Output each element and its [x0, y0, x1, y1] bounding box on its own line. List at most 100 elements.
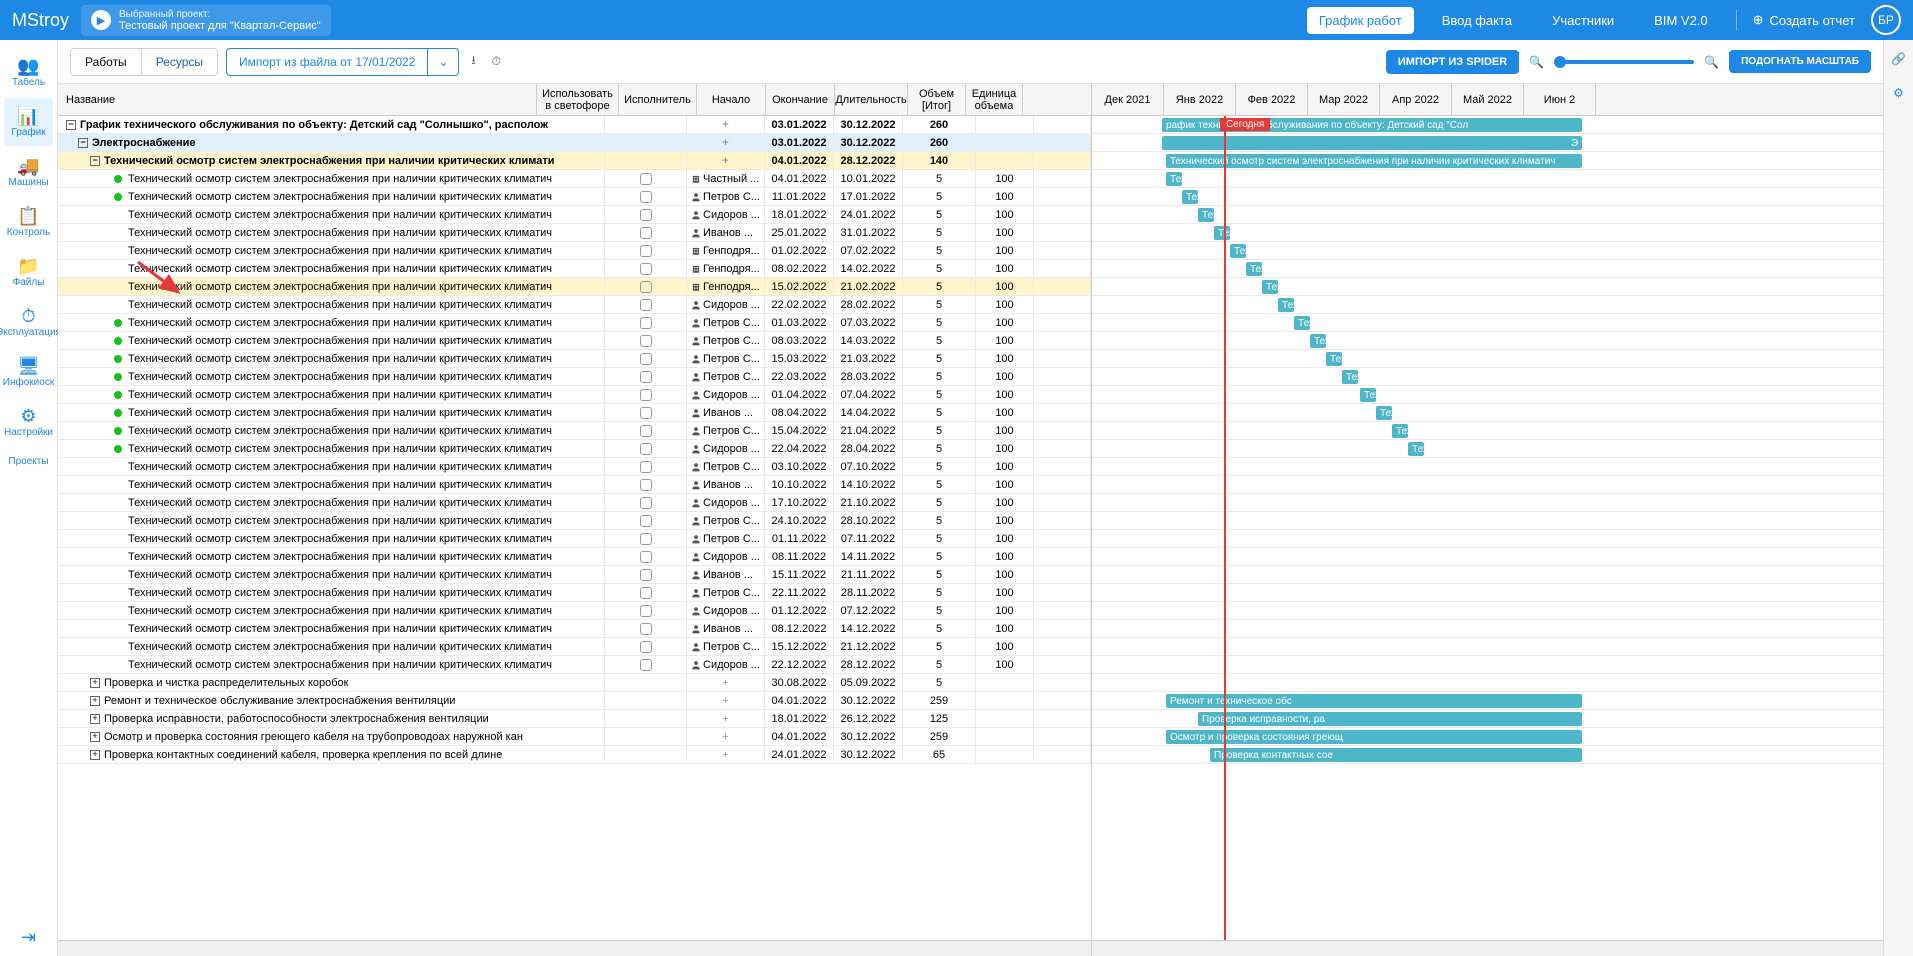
gantt-bar[interactable]: Тех [1376, 406, 1392, 420]
col-unit[interactable]: Единица объема [966, 84, 1023, 115]
sidebar-item-Табель[interactable]: 👥Табель [0, 48, 57, 96]
zoom-in-icon[interactable]: 🔍 [1704, 55, 1719, 69]
traffic-checkbox[interactable] [640, 569, 652, 581]
sidebar-item-Настройки[interactable]: ⚙Настройки [0, 398, 57, 446]
group-row[interactable]: −Электроснабжение+03.01.202230.12.202226… [58, 134, 1091, 152]
traffic-checkbox[interactable] [640, 587, 652, 599]
h-scrollbar-left[interactable] [58, 940, 1091, 956]
task-row[interactable]: Технический осмотр систем электроснабжен… [58, 296, 1091, 314]
expand-icon[interactable]: + [90, 696, 100, 706]
tab-resources[interactable]: Ресурсы [141, 49, 217, 75]
task-row[interactable]: Технический осмотр систем электроснабжен… [58, 386, 1091, 404]
gantt-bar[interactable]: Тех [1278, 298, 1294, 312]
add-executor-icon[interactable]: + [722, 695, 728, 707]
task-row[interactable]: Технический осмотр систем электроснабжен… [58, 332, 1091, 350]
task-row[interactable]: Технический осмотр систем электроснабжен… [58, 638, 1091, 656]
expand-icon[interactable]: + [90, 678, 100, 688]
traffic-checkbox[interactable] [640, 551, 652, 563]
traffic-checkbox[interactable] [640, 659, 652, 671]
traffic-checkbox[interactable] [640, 227, 652, 239]
gantt-bar[interactable]: Тех [1408, 442, 1424, 456]
traffic-checkbox[interactable] [640, 389, 652, 401]
traffic-checkbox[interactable] [640, 515, 652, 527]
traffic-checkbox[interactable] [640, 353, 652, 365]
col-name[interactable]: Название [58, 84, 537, 115]
traffic-checkbox[interactable] [640, 605, 652, 617]
col-end[interactable]: Окончание [766, 84, 835, 115]
traffic-checkbox[interactable] [640, 263, 652, 275]
gantt-bar[interactable]: Тех [1326, 352, 1342, 366]
collapse-icon[interactable]: − [90, 156, 100, 166]
expand-icon[interactable]: + [90, 732, 100, 742]
sidebar-item-Машины[interactable]: 🚚Машины [0, 148, 57, 196]
traffic-checkbox[interactable] [640, 245, 652, 257]
collapse-icon[interactable]: − [78, 138, 88, 148]
tab-works[interactable]: Работы [71, 49, 141, 75]
traffic-checkbox[interactable] [640, 497, 652, 509]
group-row[interactable]: +Проверка контактных соединений кабеля, … [58, 746, 1091, 764]
group-row[interactable]: −График технического обслуживания по объ… [58, 116, 1091, 134]
group-row[interactable]: +Осмотр и проверка состояния греющего ка… [58, 728, 1091, 746]
traffic-checkbox[interactable] [640, 191, 652, 203]
task-row[interactable]: Технический осмотр систем электроснабжен… [58, 548, 1091, 566]
gantt-bar[interactable]: Тех [1214, 226, 1230, 240]
nav-bim[interactable]: BIM V2.0 [1642, 7, 1719, 34]
project-selector[interactable]: ▶ Выбранный проект: Тестовый проект для … [81, 5, 331, 36]
traffic-checkbox[interactable] [640, 299, 652, 311]
group-row[interactable]: +Проверка исправности, работоспособности… [58, 710, 1091, 728]
gantt-bar[interactable]: Осмотр и проверка состояния греющ [1166, 730, 1582, 744]
group-row[interactable]: +Проверка и чистка распределительных кор… [58, 674, 1091, 692]
download-icon[interactable]: ⭳ [467, 47, 479, 76]
gantt-bar[interactable]: Тех [1294, 316, 1310, 330]
spider-import-button[interactable]: ИМПОРТ ИЗ SPIDER [1386, 50, 1519, 74]
traffic-checkbox[interactable] [640, 173, 652, 185]
expand-icon[interactable]: + [90, 714, 100, 724]
gantt-bar[interactable]: Тех [1342, 370, 1358, 384]
logout-button[interactable]: ⇥ [0, 919, 57, 956]
task-row[interactable]: Технический осмотр систем электроснабжен… [58, 170, 1091, 188]
sidebar-item-Инфокиоск[interactable]: 🖥Инфокиоск [0, 348, 57, 396]
task-row[interactable]: Технический осмотр систем электроснабжен… [58, 206, 1091, 224]
task-row[interactable]: Технический осмотр систем электроснабжен… [58, 368, 1091, 386]
traffic-checkbox[interactable] [640, 641, 652, 653]
chevron-down-icon[interactable]: ⌄ [427, 49, 458, 75]
user-avatar[interactable]: БР [1871, 5, 1901, 35]
col-executor[interactable]: Исполнитель [619, 84, 697, 115]
task-row[interactable]: Технический осмотр систем электроснабжен… [58, 404, 1091, 422]
task-row[interactable]: Технический осмотр систем электроснабжен… [58, 602, 1091, 620]
task-row[interactable]: Технический осмотр систем электроснабжен… [58, 314, 1091, 332]
task-row[interactable]: Технический осмотр систем электроснабжен… [58, 350, 1091, 368]
settings-icon[interactable]: ⚙ [1893, 86, 1904, 100]
task-row[interactable]: Технический осмотр систем электроснабжен… [58, 494, 1091, 512]
nav-schedule[interactable]: График работ [1307, 7, 1414, 34]
task-row[interactable]: Технический осмотр систем электроснабжен… [58, 422, 1091, 440]
gantt-bar[interactable]: Ремонт и техническое обс [1166, 694, 1582, 708]
traffic-checkbox[interactable] [640, 371, 652, 383]
nav-participants[interactable]: Участники [1540, 7, 1626, 34]
add-executor-icon[interactable]: + [722, 137, 728, 149]
sidebar-item-Файлы[interactable]: 📁Файлы [0, 248, 57, 296]
traffic-checkbox[interactable] [640, 461, 652, 473]
group-row[interactable]: +Ремонт и техническое обслуживание элект… [58, 692, 1091, 710]
add-executor-icon[interactable]: + [722, 749, 728, 761]
gantt-bar[interactable]: Тех [1392, 424, 1408, 438]
task-row[interactable]: Технический осмотр систем электроснабжен… [58, 656, 1091, 674]
traffic-checkbox[interactable] [640, 425, 652, 437]
expand-icon[interactable]: + [90, 750, 100, 760]
add-executor-icon[interactable]: + [722, 119, 728, 131]
task-row[interactable]: Технический осмотр систем электроснабжен… [58, 620, 1091, 638]
col-start[interactable]: Начало [697, 84, 766, 115]
h-scrollbar-right[interactable] [1092, 940, 1883, 956]
task-row[interactable]: Технический осмотр систем электроснабжен… [58, 584, 1091, 602]
add-executor-icon[interactable]: + [722, 677, 728, 689]
task-row[interactable]: Технический осмотр систем электроснабжен… [58, 242, 1091, 260]
gantt-bar[interactable]: Тех [1310, 334, 1326, 348]
traffic-checkbox[interactable] [640, 479, 652, 491]
task-row[interactable]: Технический осмотр систем электроснабжен… [58, 458, 1091, 476]
group-row[interactable]: −Технический осмотр систем электроснабже… [58, 152, 1091, 170]
import-button[interactable]: Импорт из файла от 17/01/2022 ⌄ [226, 48, 459, 76]
col-duration[interactable]: Длительность [835, 84, 908, 115]
nav-fact[interactable]: Ввод факта [1430, 7, 1524, 34]
add-executor-icon[interactable]: + [722, 731, 728, 743]
traffic-checkbox[interactable] [640, 443, 652, 455]
